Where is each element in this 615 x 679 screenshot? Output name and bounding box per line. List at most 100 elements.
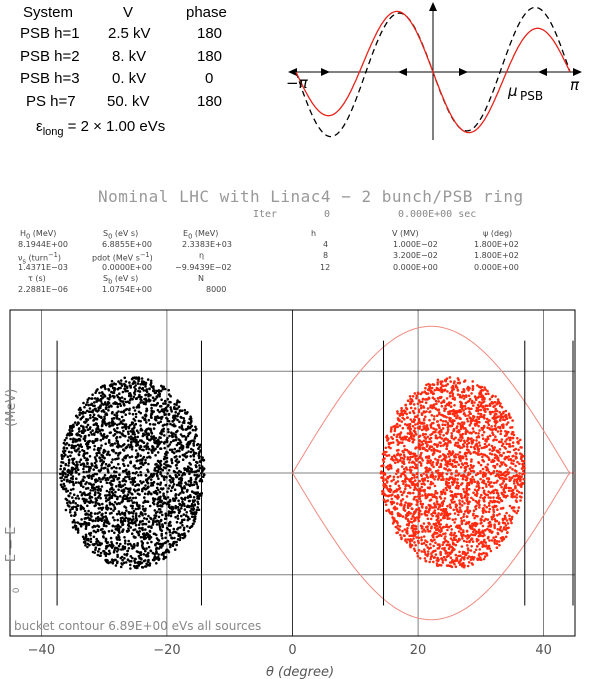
particle <box>402 462 406 465</box>
particle <box>516 474 520 478</box>
particle <box>133 464 136 467</box>
particle <box>97 469 101 472</box>
particle <box>106 464 110 468</box>
particle <box>436 556 440 560</box>
iter-label: Iter <box>253 209 278 220</box>
particle <box>162 441 166 444</box>
particle <box>461 405 465 408</box>
particle <box>152 472 156 476</box>
particle <box>104 387 107 391</box>
particle <box>62 478 66 481</box>
particle <box>151 521 155 525</box>
particle <box>505 473 508 477</box>
particle <box>137 561 140 565</box>
param-value: 8.1944E+00 <box>18 240 68 249</box>
particle <box>106 469 110 473</box>
particle <box>521 472 524 476</box>
particle <box>506 450 510 454</box>
particle <box>86 538 90 541</box>
particle <box>125 509 128 512</box>
particle <box>123 425 126 429</box>
particle <box>107 498 110 501</box>
particle <box>502 451 506 455</box>
particle <box>485 554 489 557</box>
particle <box>381 492 384 496</box>
particle <box>380 490 384 493</box>
particle <box>455 495 458 499</box>
particle <box>436 502 439 506</box>
particle <box>147 545 151 549</box>
particle <box>444 549 448 553</box>
particle <box>457 530 461 533</box>
particle <box>127 490 130 493</box>
particle <box>483 386 486 389</box>
particle <box>455 416 458 420</box>
particle <box>490 515 494 519</box>
particle <box>470 392 473 395</box>
particle <box>85 409 89 413</box>
particle <box>84 527 88 530</box>
particle <box>460 396 464 399</box>
particle <box>430 525 433 528</box>
particle <box>184 496 187 500</box>
particle <box>383 457 386 460</box>
particle <box>398 528 401 532</box>
particle <box>93 525 97 528</box>
particle <box>157 553 160 556</box>
particle <box>430 386 434 390</box>
particle <box>158 410 161 414</box>
particle <box>134 514 138 517</box>
particle <box>163 399 167 403</box>
particle <box>417 410 421 414</box>
particle <box>103 422 107 425</box>
particle <box>155 523 159 526</box>
particle <box>473 533 477 537</box>
particle <box>406 506 410 510</box>
particle <box>448 512 452 516</box>
particle <box>460 504 464 507</box>
particle <box>496 532 500 536</box>
particle <box>508 438 512 442</box>
param-header: η <box>199 251 205 260</box>
particle <box>139 470 142 474</box>
particle <box>86 542 89 546</box>
particle <box>177 412 180 415</box>
particle <box>413 407 417 410</box>
particle <box>144 458 147 462</box>
particle <box>102 403 105 406</box>
particle <box>190 502 194 506</box>
particle <box>106 452 110 455</box>
particle <box>116 555 119 558</box>
particle <box>454 493 457 496</box>
particle <box>124 383 127 387</box>
particle <box>504 494 507 498</box>
particle <box>487 544 491 548</box>
particle <box>141 463 144 466</box>
particle <box>162 555 166 559</box>
particle <box>117 534 120 537</box>
particle <box>114 490 117 494</box>
particle <box>462 515 465 518</box>
particle <box>131 522 134 525</box>
particle <box>175 543 178 547</box>
particle <box>101 423 104 426</box>
particle <box>399 533 402 537</box>
particle <box>493 427 497 431</box>
particle <box>466 534 470 537</box>
particle <box>89 467 92 470</box>
particle <box>175 475 179 479</box>
particle <box>84 513 87 516</box>
particle <box>165 475 168 479</box>
particle <box>171 420 175 423</box>
particle <box>408 458 412 461</box>
particle <box>78 411 82 414</box>
particle <box>170 410 173 413</box>
particle <box>141 507 145 511</box>
particle <box>76 521 79 524</box>
particle <box>128 456 132 459</box>
particle <box>148 455 151 458</box>
particle <box>82 462 86 466</box>
particle <box>396 480 400 483</box>
particle <box>403 528 407 531</box>
particle <box>438 396 442 399</box>
